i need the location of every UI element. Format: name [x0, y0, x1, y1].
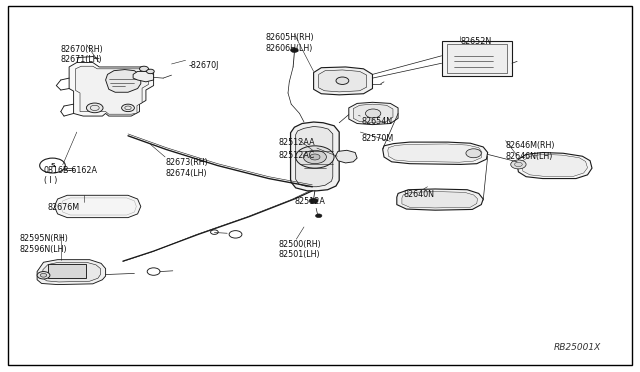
Polygon shape — [54, 195, 141, 218]
Circle shape — [296, 146, 334, 168]
Circle shape — [229, 231, 242, 238]
Circle shape — [147, 268, 160, 275]
Polygon shape — [335, 150, 357, 163]
Circle shape — [37, 272, 50, 279]
Circle shape — [291, 48, 298, 52]
Circle shape — [122, 104, 134, 112]
Polygon shape — [383, 142, 488, 164]
Circle shape — [316, 214, 322, 218]
Text: 82500(RH)
82501(LH): 82500(RH) 82501(LH) — [278, 240, 321, 259]
Circle shape — [515, 162, 522, 167]
Text: 82512A: 82512A — [294, 197, 325, 206]
Text: 82673(RH)
82674(LH): 82673(RH) 82674(LH) — [165, 158, 208, 177]
Circle shape — [211, 230, 218, 234]
Circle shape — [309, 198, 318, 203]
Polygon shape — [61, 198, 136, 215]
Text: S: S — [50, 163, 55, 168]
Text: 82654N: 82654N — [362, 117, 393, 126]
Polygon shape — [106, 70, 141, 92]
Polygon shape — [291, 122, 339, 191]
Polygon shape — [314, 67, 372, 95]
Polygon shape — [43, 262, 100, 282]
Text: -82670J: -82670J — [189, 61, 219, 70]
Circle shape — [147, 69, 154, 74]
Text: 82676M: 82676M — [48, 203, 80, 212]
Polygon shape — [353, 104, 393, 122]
Polygon shape — [133, 71, 154, 82]
Bar — [442, 41, 512, 76]
Bar — [447, 44, 507, 73]
Text: 82605H(RH)
82606H(LH): 82605H(RH) 82606H(LH) — [266, 33, 314, 53]
Bar — [48, 264, 86, 278]
Text: 82595N(RH)
82596N(LH): 82595N(RH) 82596N(LH) — [19, 234, 68, 254]
Circle shape — [365, 109, 381, 118]
Polygon shape — [69, 62, 154, 116]
Circle shape — [466, 149, 481, 158]
Text: 82652N: 82652N — [461, 37, 492, 46]
Circle shape — [511, 160, 526, 169]
Circle shape — [40, 158, 65, 173]
Polygon shape — [517, 153, 592, 179]
Polygon shape — [319, 70, 367, 92]
Circle shape — [140, 66, 148, 71]
Text: 82512AA: 82512AA — [278, 138, 315, 147]
Circle shape — [310, 183, 319, 188]
Circle shape — [310, 154, 320, 160]
Polygon shape — [397, 189, 483, 210]
Polygon shape — [402, 192, 477, 208]
Circle shape — [86, 103, 103, 113]
Circle shape — [303, 150, 326, 164]
Text: 82640N: 82640N — [403, 190, 434, 199]
Polygon shape — [296, 126, 333, 187]
Polygon shape — [388, 144, 482, 162]
Circle shape — [125, 106, 131, 110]
Circle shape — [336, 77, 349, 84]
Circle shape — [40, 273, 47, 277]
Polygon shape — [522, 154, 588, 176]
Text: 82670(RH)
82671(LH): 82670(RH) 82671(LH) — [61, 45, 104, 64]
Circle shape — [90, 105, 99, 110]
Text: 82512AC: 82512AC — [278, 151, 315, 160]
Polygon shape — [76, 66, 148, 114]
Text: 82570M: 82570M — [362, 134, 394, 143]
Text: RB25001X: RB25001X — [554, 343, 601, 352]
Polygon shape — [349, 102, 398, 125]
Polygon shape — [37, 260, 106, 285]
Text: 82646M(RH)
82646N(LH): 82646M(RH) 82646N(LH) — [506, 141, 555, 161]
Text: 0816B-6162A
( I ): 0816B-6162A ( I ) — [44, 166, 97, 185]
